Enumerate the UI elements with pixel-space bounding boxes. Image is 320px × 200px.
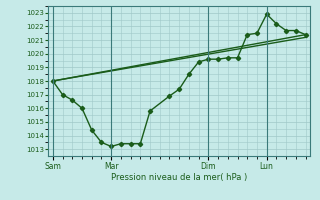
X-axis label: Pression niveau de la mer( hPa ): Pression niveau de la mer( hPa ) [111,173,247,182]
